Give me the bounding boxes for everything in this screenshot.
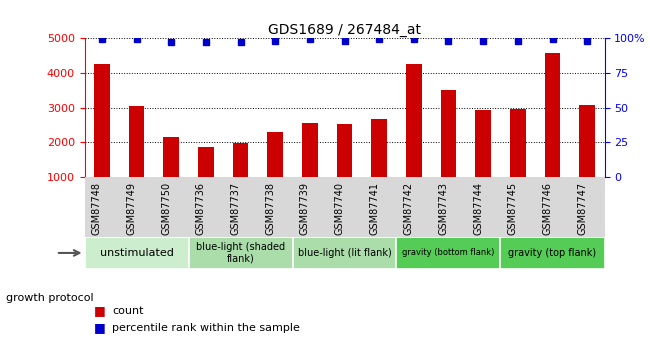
Bar bbox=[396, 237, 500, 269]
Text: GSM87746: GSM87746 bbox=[543, 182, 552, 235]
Bar bbox=[500, 237, 604, 269]
Bar bbox=[545, 53, 560, 177]
Bar bbox=[129, 106, 144, 177]
Text: blue-light (lit flank): blue-light (lit flank) bbox=[298, 248, 391, 258]
Bar bbox=[406, 64, 422, 177]
Bar bbox=[292, 237, 396, 269]
Bar bbox=[233, 143, 248, 177]
Bar bbox=[94, 64, 110, 177]
Text: GSM87743: GSM87743 bbox=[439, 182, 448, 235]
Text: gravity (bottom flank): gravity (bottom flank) bbox=[402, 248, 495, 257]
Text: GSM87749: GSM87749 bbox=[127, 182, 136, 235]
Text: unstimulated: unstimulated bbox=[99, 248, 174, 258]
Bar bbox=[267, 132, 283, 177]
Text: count: count bbox=[112, 306, 144, 315]
Text: GSM87738: GSM87738 bbox=[265, 182, 275, 235]
Text: GSM87744: GSM87744 bbox=[473, 182, 483, 235]
Text: GSM87736: GSM87736 bbox=[196, 182, 206, 235]
Text: gravity (top flank): gravity (top flank) bbox=[508, 248, 597, 258]
Bar bbox=[475, 110, 491, 177]
Bar bbox=[371, 119, 387, 177]
Text: blue-light (shaded
flank): blue-light (shaded flank) bbox=[196, 242, 285, 264]
Bar bbox=[302, 123, 318, 177]
Bar bbox=[441, 90, 456, 177]
Text: GSM87740: GSM87740 bbox=[335, 182, 344, 235]
Text: GSM87741: GSM87741 bbox=[369, 182, 379, 235]
Bar bbox=[337, 124, 352, 177]
Text: GSM87750: GSM87750 bbox=[161, 182, 171, 235]
Bar bbox=[84, 237, 188, 269]
Bar bbox=[163, 137, 179, 177]
Text: percentile rank within the sample: percentile rank within the sample bbox=[112, 323, 300, 333]
Text: ■: ■ bbox=[94, 321, 106, 334]
Text: ■: ■ bbox=[94, 304, 106, 317]
Bar bbox=[579, 105, 595, 177]
Text: GSM87739: GSM87739 bbox=[300, 182, 310, 235]
Text: GSM87742: GSM87742 bbox=[404, 182, 414, 235]
Text: GSM87748: GSM87748 bbox=[92, 182, 102, 235]
Text: growth protocol: growth protocol bbox=[6, 294, 94, 303]
Title: GDS1689 / 267484_at: GDS1689 / 267484_at bbox=[268, 23, 421, 37]
Bar bbox=[198, 147, 214, 177]
Bar bbox=[510, 109, 526, 177]
Text: GSM87747: GSM87747 bbox=[577, 182, 587, 235]
Text: GSM87737: GSM87737 bbox=[231, 182, 240, 235]
Text: GSM87745: GSM87745 bbox=[508, 182, 518, 235]
Bar bbox=[188, 237, 292, 269]
